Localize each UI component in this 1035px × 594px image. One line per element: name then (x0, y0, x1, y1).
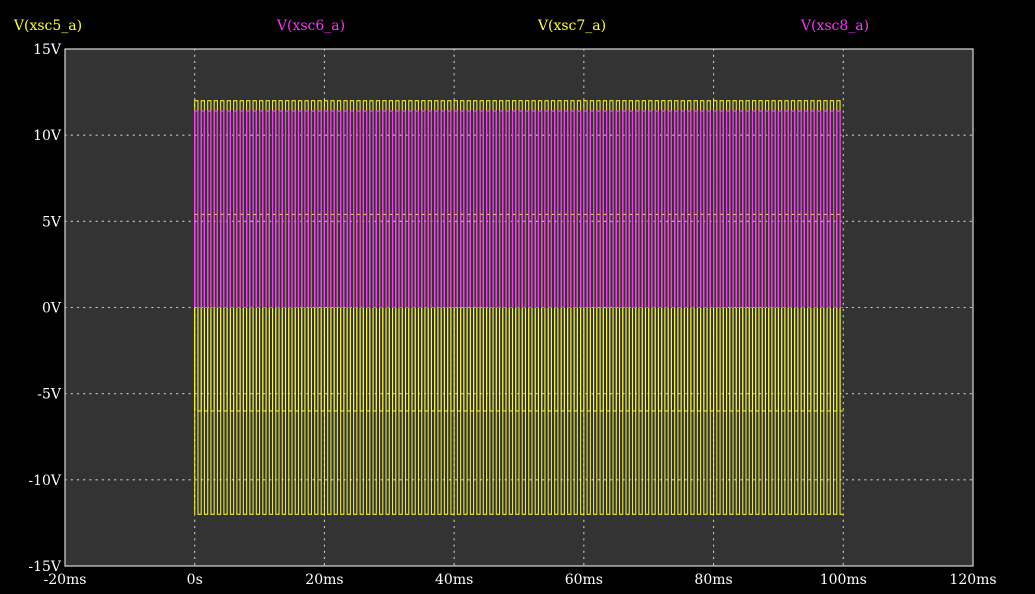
legend-entry: V(xsc5_a) (13, 18, 82, 34)
x-tick-label: 20ms (305, 572, 343, 588)
waveform-traces (194, 100, 844, 515)
x-tick-label: 100ms (820, 572, 867, 588)
x-tick-label: 60ms (565, 572, 603, 588)
x-tick-label: 40ms (435, 572, 473, 588)
series-trace-v-xsc8-a- (194, 110, 844, 309)
plot-frame (64, 48, 974, 567)
legend-entry: V(xsc8_a) (800, 18, 869, 34)
y-tick-label: -10V (28, 473, 62, 489)
legend-entry: V(xsc7_a) (537, 18, 606, 34)
y-tick-label: -5V (37, 387, 62, 403)
y-tick-label: 5V (42, 214, 62, 230)
x-tick-label: 120ms (949, 572, 996, 588)
x-tick-label: 80ms (694, 572, 732, 588)
x-tick-label: -20ms (43, 572, 86, 588)
x-axis-ticks: -20ms 0s 20ms 40ms 60ms 80ms 100ms 120ms (43, 572, 996, 588)
legend-entry: V(xsc6_a) (276, 18, 345, 34)
y-tick-label: 15V (33, 42, 62, 58)
y-axis-ticks: 15V 10V 5V 0V -5V -10V -15V (28, 42, 62, 575)
legend: V(xsc5_a) V(xsc6_a) V(xsc7_a) V(xsc8_a) (13, 18, 869, 34)
y-tick-label: -15V (28, 559, 62, 575)
y-tick-label: 0V (42, 301, 62, 317)
x-tick-label: 0s (187, 572, 203, 588)
y-tick-label: 10V (33, 128, 62, 144)
series-trace-v-xsc5-a- (194, 100, 844, 515)
